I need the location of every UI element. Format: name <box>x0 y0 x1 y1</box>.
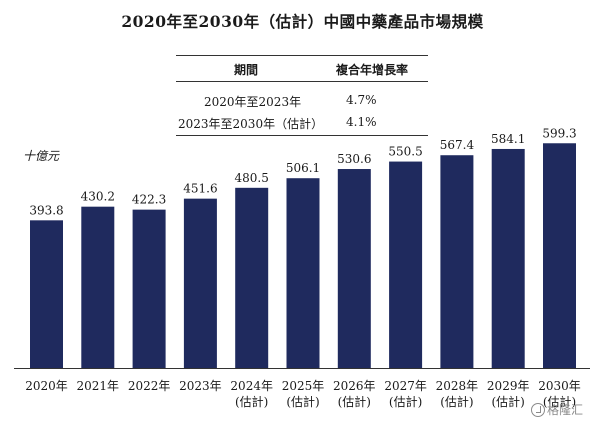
x-tick-label: 2022年 <box>128 379 171 393</box>
data-label: 430.2 <box>81 190 115 204</box>
header-period: 期間 <box>234 63 259 77</box>
data-label: 599.3 <box>542 126 576 140</box>
bar <box>389 161 423 368</box>
bar <box>183 198 217 368</box>
x-tick-sublabel: (估計) <box>440 394 473 409</box>
x-tick-label: 2024年 <box>230 379 273 393</box>
bar <box>337 169 371 368</box>
table-rule-bottom <box>176 135 428 136</box>
watermark: 格隆汇 <box>531 401 583 418</box>
cagr-row-rate: 4.7% <box>346 93 377 107</box>
x-tick-label: 2026年 <box>333 379 376 393</box>
table-rule-mid <box>176 81 428 82</box>
x-tick-label: 2021年 <box>77 379 120 393</box>
bar <box>235 187 269 368</box>
bar <box>491 148 525 368</box>
bar <box>30 220 63 368</box>
data-label: 451.6 <box>183 182 217 196</box>
x-tick-sublabel: (估計) <box>543 394 576 409</box>
data-label: 530.6 <box>337 152 371 166</box>
chart-title: 2020年至2030年（估計）中國中藥產品市場規模 <box>121 12 484 31</box>
x-tick-label: 2028年 <box>436 379 479 393</box>
bar <box>81 206 115 368</box>
x-tick-sublabel: (估計) <box>286 394 319 409</box>
x-tick-sublabel: (估計) <box>235 394 268 409</box>
data-label: 393.8 <box>29 203 63 217</box>
bar <box>543 143 576 368</box>
data-label: 506.1 <box>286 161 320 175</box>
bar <box>286 178 320 368</box>
x-tick-sublabel: (估計) <box>338 394 371 409</box>
y-axis-unit-label: 十億元 <box>23 149 60 163</box>
x-tick-label: 2027年 <box>384 379 427 393</box>
data-label: 567.4 <box>440 138 475 152</box>
x-tick-label: 2020年 <box>25 379 68 393</box>
x-tick-label: 2030年 <box>538 379 581 393</box>
watermark-text: 格隆汇 <box>547 403 584 417</box>
table-rule-top <box>176 55 428 56</box>
data-label: 480.5 <box>235 171 269 185</box>
x-tick-sublabel: (估計) <box>492 394 525 409</box>
watermark-logo-icon <box>531 403 545 417</box>
x-tick-label: 2023年 <box>179 379 222 393</box>
data-label: 422.3 <box>132 193 166 207</box>
data-label: 584.1 <box>491 132 525 146</box>
cagr-row-rate: 4.1% <box>346 115 377 129</box>
x-tick-label: 2025年 <box>282 379 325 393</box>
header-cagr: 複合年增長率 <box>336 63 409 77</box>
cagr-row-period: 2023年至2030年（估計） <box>178 117 324 131</box>
x-tick-label: 2029年 <box>487 379 530 393</box>
bar <box>132 209 166 368</box>
cagr-row-period: 2020年至2023年 <box>204 95 302 109</box>
x-tick-sublabel: (估計) <box>389 394 422 409</box>
bar <box>440 155 474 368</box>
data-label: 550.5 <box>388 145 422 159</box>
